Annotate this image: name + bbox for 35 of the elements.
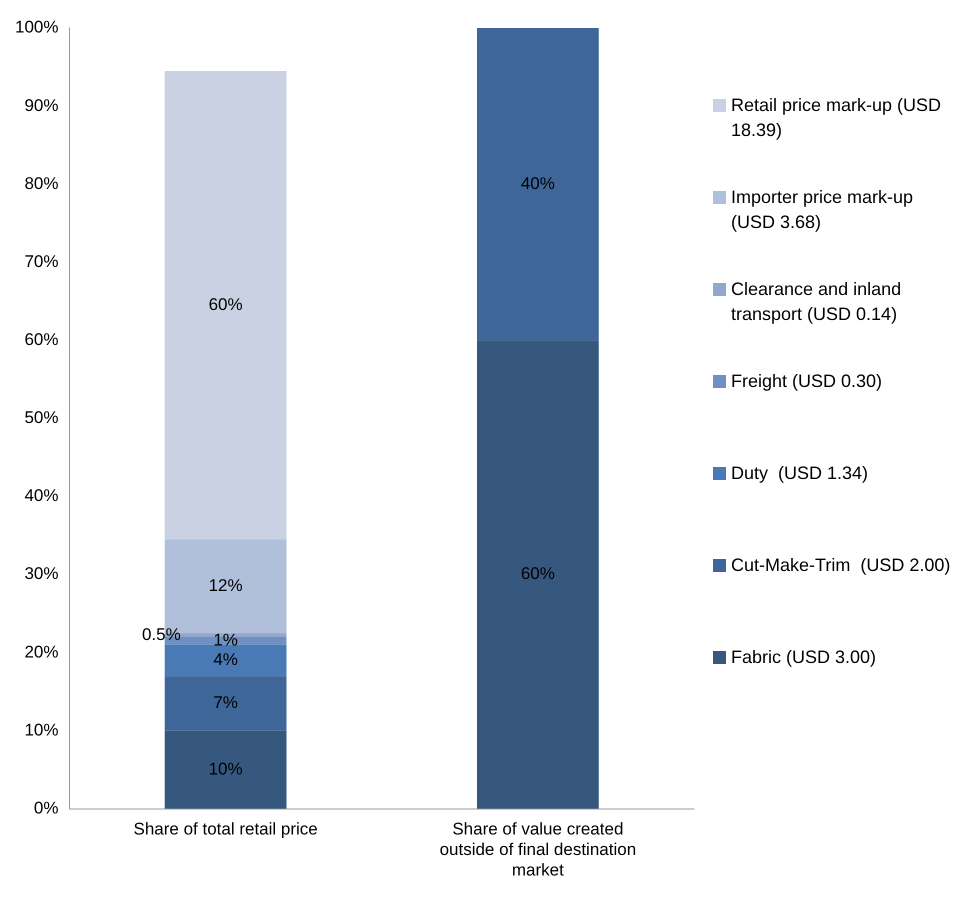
y-tick-label: 80% <box>24 174 58 193</box>
y-tick-label: 30% <box>24 564 58 584</box>
legend-label: Fabric (USD 3.00) <box>731 646 876 669</box>
legend-label: Cut-Make-Trim (USD 2.00) <box>731 554 950 577</box>
data-label: 12% <box>208 576 243 595</box>
legend-label: Freight (USD 0.30) <box>731 370 882 393</box>
bar <box>476 340 599 809</box>
legend-label: Importer price mark-up (USD 3.68) <box>731 186 914 234</box>
y-tick-label: 40% <box>24 486 58 506</box>
legend-label: Retail price mark-up (USD 18.39) <box>731 94 942 142</box>
bar <box>164 644 286 676</box>
data-label: 7% <box>213 693 238 712</box>
data-label: 0.5% <box>142 624 181 644</box>
y-tick-label: 0% <box>34 798 58 818</box>
x-tick-label: Share of total retail price <box>133 820 318 839</box>
y-tick-label: 70% <box>24 252 58 271</box>
y-tick-label: 10% <box>24 720 58 740</box>
legend-label: Duty (USD 1.34) <box>731 462 868 485</box>
data-label: 60% <box>520 564 555 584</box>
bar <box>164 70 286 540</box>
data-label: 60% <box>208 294 243 314</box>
y-tick-label: 50% <box>24 408 58 428</box>
y-tick-label: 20% <box>24 642 58 662</box>
x-tick-label: Share of value created outside of final destination market <box>440 820 636 880</box>
legend-label: Clearance and inland transport (USD 0.14) <box>731 278 902 326</box>
data-label: 40% <box>520 174 555 193</box>
data-label: 10% <box>208 759 243 778</box>
bar <box>164 730 286 809</box>
data-label: 1% <box>213 630 238 650</box>
y-tick-label: 100% <box>14 18 58 37</box>
y-tick-label: 60% <box>24 330 58 350</box>
y-tick-label: 90% <box>24 96 58 115</box>
data-label: 4% <box>213 650 238 670</box>
bar <box>164 676 286 731</box>
bar <box>476 28 599 340</box>
